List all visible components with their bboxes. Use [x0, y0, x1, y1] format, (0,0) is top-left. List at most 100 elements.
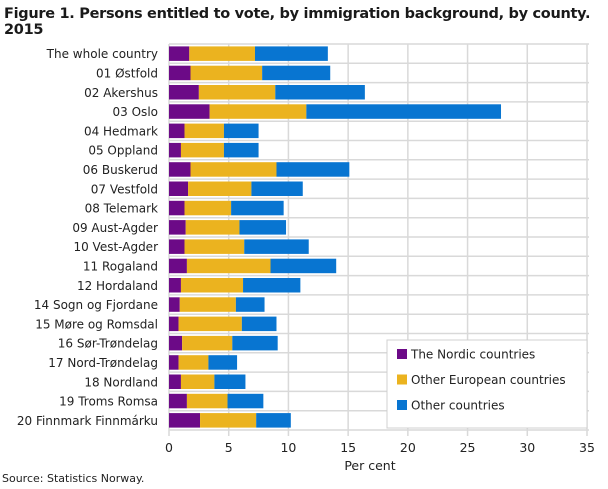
category-label: 15 Møre og Romsdal	[35, 317, 158, 331]
category-label: 03 Oslo	[113, 105, 158, 119]
bar-segment	[184, 123, 224, 139]
category-label: The whole country	[46, 47, 158, 61]
bar-segment	[182, 335, 233, 351]
bar-segment	[180, 374, 215, 389]
bar-segment	[169, 200, 185, 216]
bar-segment	[190, 65, 263, 81]
bar-segment	[189, 46, 255, 61]
bar-segment	[169, 181, 189, 196]
bar-segment	[239, 220, 287, 235]
source-note: Source: Statistics Norway.	[2, 472, 145, 485]
bar-segment	[244, 239, 309, 254]
bar-segment	[190, 162, 277, 177]
bar-segment	[169, 297, 180, 312]
bar-segment	[186, 258, 271, 274]
category-label: 01 Østfold	[96, 66, 158, 80]
legend-label: Other countries	[411, 399, 505, 413]
x-tick-label: 35	[579, 440, 595, 455]
category-label: 18 Nordland	[84, 375, 158, 389]
category-label: 10 Vest-Agder	[73, 240, 158, 254]
bar-segment	[186, 393, 228, 409]
bar-segment	[275, 85, 365, 100]
x-axis-label: Per cent	[344, 458, 395, 473]
category-label: 04 Hedmark	[84, 124, 158, 138]
bar-segment	[262, 65, 331, 81]
bar-segment	[169, 65, 191, 81]
x-tick-label: 15	[340, 440, 356, 455]
bar-segment	[276, 162, 350, 177]
bar-segment	[270, 258, 337, 274]
bar-segment	[184, 239, 245, 254]
bar-segment	[241, 316, 277, 332]
legend-swatch	[397, 349, 407, 359]
bar-segment	[179, 297, 236, 312]
bar-segment	[208, 355, 238, 370]
category-label: 08 Telemark	[85, 202, 158, 216]
bar-segment	[306, 104, 502, 119]
bar-segment	[178, 316, 242, 332]
bar-segment	[180, 142, 224, 158]
bar-segment	[243, 278, 301, 293]
category-label: 09 Aust-Agder	[72, 221, 158, 235]
bar-segment	[169, 413, 201, 428]
legend-swatch	[397, 374, 407, 385]
x-tick-label: 0	[165, 440, 173, 455]
x-tick-label: 20	[400, 440, 416, 455]
bar-segment	[188, 181, 252, 196]
legend-label: Other European countries	[411, 373, 566, 387]
bar-segment	[169, 393, 187, 409]
bar-segment	[214, 374, 246, 389]
bar-segment	[169, 220, 186, 235]
bar-segment	[180, 278, 244, 293]
category-label: 11 Rogaland	[83, 259, 158, 273]
x-tick-label: 10	[280, 440, 296, 455]
category-label: 16 Sør-Trøndelag	[58, 337, 158, 351]
bar-segment	[227, 393, 264, 409]
bar-segment	[169, 123, 185, 139]
legend-box	[386, 339, 588, 429]
bar-segment	[251, 181, 303, 196]
legend-label: The Nordic countries	[410, 348, 535, 362]
bar-segment	[209, 104, 307, 119]
bar-segment	[169, 374, 181, 389]
bar-segment	[223, 123, 259, 139]
bar-segment	[169, 142, 181, 158]
category-label: 19 Troms Romsa	[59, 395, 158, 409]
category-label: 17 Nord-Trøndelag	[48, 356, 158, 370]
x-tick-label: 25	[460, 440, 476, 455]
category-label: 14 Sogn og Fjordane	[34, 298, 158, 312]
category-label: 07 Vestfold	[91, 182, 158, 196]
category-label: 12 Hordaland	[77, 279, 158, 293]
bar-segment	[169, 278, 181, 293]
bar-segment	[169, 46, 190, 61]
bar-segment	[169, 258, 187, 274]
bar-segment	[223, 142, 259, 158]
bar-segment	[256, 413, 291, 428]
bar-segment	[169, 355, 179, 370]
x-tick-label: 30	[519, 440, 535, 455]
bar-segment	[169, 239, 185, 254]
bar-segment	[232, 335, 278, 351]
legend-swatch	[397, 400, 407, 410]
bar-segment	[169, 316, 179, 332]
bar-segment	[198, 85, 276, 100]
bar-segment	[178, 355, 209, 370]
bar-segment	[200, 413, 257, 428]
category-label: 06 Buskerud	[83, 163, 158, 177]
category-label: 05 Oppland	[88, 144, 158, 158]
bar-segment	[254, 46, 328, 61]
bar-segment	[169, 104, 210, 119]
bar-segment	[169, 162, 191, 177]
chart-title: Figure 1. Persons entitled to vote, by i…	[4, 6, 591, 38]
category-label: 02 Akershus	[84, 86, 158, 100]
bar-segment	[231, 200, 284, 216]
bar-segment	[235, 297, 265, 312]
category-label: 20 Finnmark Finnmárku	[17, 414, 158, 428]
bar-segment	[184, 200, 232, 216]
x-tick-label: 5	[225, 440, 233, 455]
bar-segment	[169, 335, 183, 351]
bar-segment	[185, 220, 240, 235]
bar-segment	[169, 85, 199, 100]
